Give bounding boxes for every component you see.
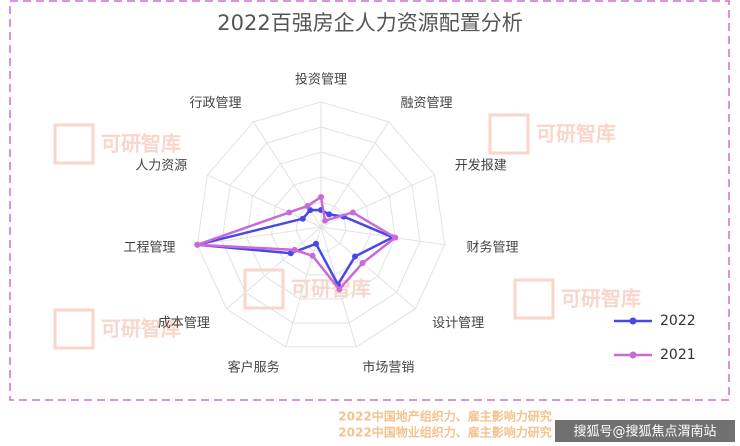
spoke — [320, 226, 416, 310]
watermark: 可研智库 — [536, 122, 616, 146]
axis-label: 投资管理 — [295, 72, 347, 88]
data-point — [291, 246, 298, 253]
legend-marker — [629, 317, 637, 325]
footer: 2022中国物业组织力、雇主影响力研究 — [338, 425, 551, 440]
axis-label: 开发报建 — [455, 157, 507, 173]
data-point — [299, 215, 306, 222]
watermark: 可研智库 — [101, 317, 181, 341]
data-point — [359, 260, 366, 267]
watermark: 可研智库 — [101, 132, 181, 156]
data-point — [322, 217, 329, 224]
data-point — [352, 253, 359, 260]
data-point — [336, 286, 343, 293]
spoke — [320, 226, 445, 246]
watermark: 可研智库 — [561, 287, 641, 311]
axis-label: 成本管理 — [158, 316, 210, 331]
spoke — [197, 226, 322, 246]
data-point — [309, 252, 316, 259]
legend-marker — [629, 351, 637, 359]
source: 搜狐号@搜狐焦点渭南站 — [573, 424, 716, 440]
axis-label: 设计管理 — [432, 316, 484, 331]
legend-label: 2022 — [660, 313, 696, 329]
data-point — [313, 240, 320, 247]
watermark-logo — [53, 123, 95, 165]
data-point — [349, 209, 356, 216]
data-point — [194, 241, 201, 248]
spoke — [285, 226, 322, 348]
grid-ring — [196, 101, 446, 348]
footer: 2022中国地产组织力、雇主影响力研究 — [338, 409, 551, 424]
axis-label: 融资管理 — [400, 96, 452, 111]
axis-label: 财务管理 — [467, 239, 519, 255]
axis-label: 工程管理 — [123, 240, 175, 255]
legend-label: 2021 — [660, 347, 696, 363]
data-point — [304, 202, 311, 209]
axis-label: 客户服务 — [228, 360, 280, 376]
data-point — [326, 211, 333, 218]
watermark-logo — [53, 308, 95, 350]
axis-label: 人力资源 — [135, 158, 187, 173]
chart-title: 2022百强房企人力资源配置分析 — [217, 11, 522, 35]
watermark-logo — [488, 113, 530, 155]
data-point — [392, 234, 399, 241]
spoke — [320, 174, 435, 228]
axis-label: 行政管理 — [190, 96, 242, 111]
watermark-logo — [513, 278, 555, 320]
data-point — [286, 209, 293, 216]
grid-ring — [221, 126, 421, 324]
grid-ring — [270, 176, 372, 276]
spoke — [320, 121, 390, 228]
axis-label: 市场营销 — [362, 360, 414, 376]
watermark-logo — [243, 268, 285, 310]
spoke — [226, 226, 322, 310]
grid-ring — [246, 151, 396, 300]
series-line — [196, 194, 398, 292]
source-bg — [555, 420, 735, 442]
data-point — [318, 194, 324, 200]
